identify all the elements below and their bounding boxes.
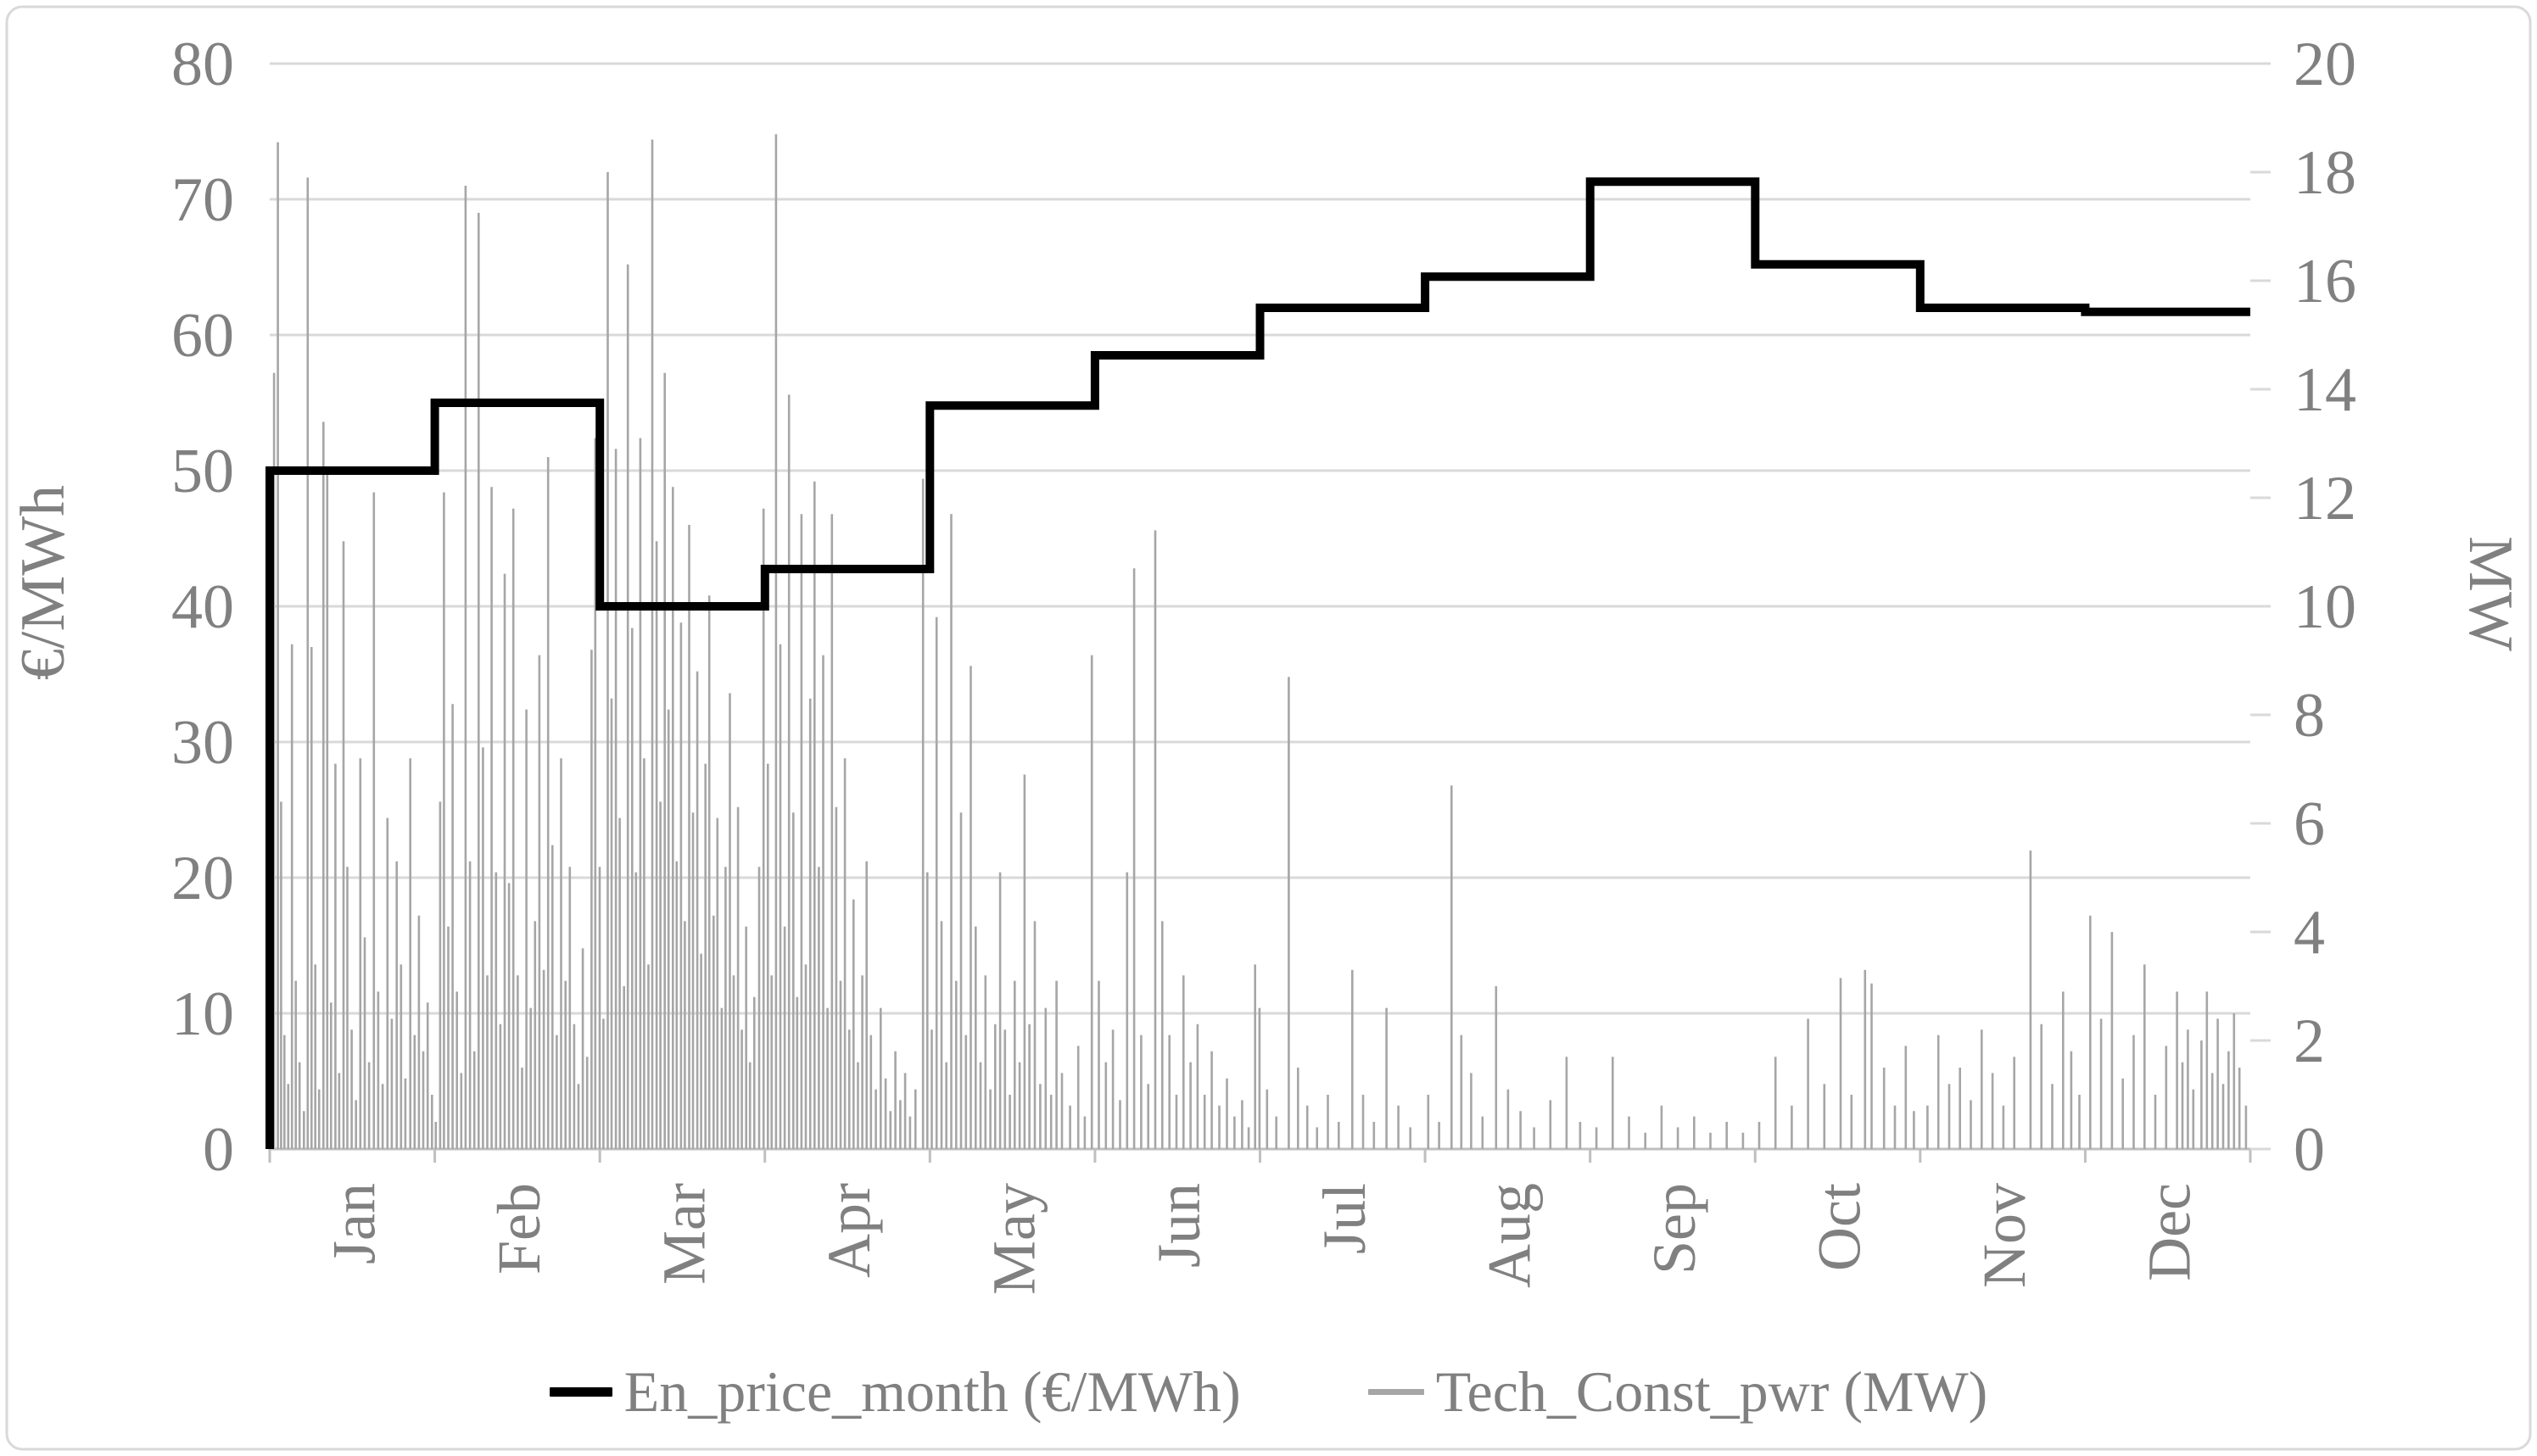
- svg-text:€/MWh: €/MWh: [8, 485, 78, 680]
- tech-const-pwr-series: [270, 134, 2248, 1149]
- svg-text:Dec: Dec: [2136, 1183, 2204, 1281]
- svg-text:Mar: Mar: [650, 1183, 718, 1285]
- svg-text:Sep: Sep: [1640, 1183, 1708, 1275]
- svg-text:16: 16: [2294, 247, 2356, 316]
- svg-text:0: 0: [2294, 1115, 2325, 1185]
- svg-text:50: 50: [171, 437, 234, 506]
- svg-text:4: 4: [2294, 898, 2325, 968]
- svg-text:May: May: [981, 1183, 1048, 1295]
- axis-ticks: [268, 62, 2271, 1163]
- svg-text:Aug: Aug: [1475, 1183, 1543, 1288]
- svg-text:20: 20: [2294, 30, 2356, 99]
- en-price-month-step-line: [265, 177, 2250, 1149]
- svg-text:30: 30: [171, 708, 234, 778]
- legend-item-tech-const-pwr: Tech_Const_pwr (MW): [1367, 1359, 1988, 1424]
- svg-text:8: 8: [2294, 681, 2325, 750]
- svg-text:60: 60: [171, 301, 234, 371]
- legend-label-tech-const-pwr: Tech_Const_pwr (MW): [1435, 1359, 1988, 1424]
- gridlines: [270, 62, 2250, 1015]
- svg-text:Nov: Nov: [1970, 1183, 2038, 1288]
- legend-label-en-price-month: En_price_month (€/MWh): [623, 1359, 1241, 1424]
- legend-item-en-price-month: En_price_month (€/MWh): [549, 1359, 1241, 1424]
- svg-text:6: 6: [2294, 789, 2325, 859]
- svg-text:MW: MW: [2456, 536, 2525, 651]
- svg-text:Apr: Apr: [815, 1183, 883, 1278]
- svg-text:40: 40: [171, 572, 234, 642]
- svg-text:10: 10: [171, 979, 234, 1049]
- tech-const-line-swatch: [1367, 1388, 1424, 1395]
- svg-text:2: 2: [2294, 1007, 2325, 1076]
- left-axis-tick-labels: 80 70 60 50 40 30 20 10 0: [171, 30, 234, 1185]
- svg-text:Feb: Feb: [485, 1183, 553, 1275]
- chart-legend: En_price_month (€/MWh) Tech_Const_pwr (M…: [0, 1345, 2537, 1438]
- svg-text:20: 20: [171, 844, 234, 913]
- svg-text:14: 14: [2294, 355, 2356, 425]
- axis-titles: €/MWh MW: [8, 485, 2525, 680]
- svg-text:80: 80: [171, 30, 234, 99]
- svg-text:0: 0: [203, 1115, 234, 1185]
- svg-text:Jun: Jun: [1145, 1183, 1213, 1268]
- svg-text:12: 12: [2294, 464, 2356, 533]
- svg-text:10: 10: [2294, 572, 2356, 642]
- svg-text:Oct: Oct: [1806, 1183, 1874, 1271]
- svg-text:70: 70: [171, 165, 234, 235]
- svg-text:18: 18: [2294, 138, 2356, 208]
- chart-border: [5, 5, 2532, 1451]
- x-axis-month-labels: Jan Feb Mar Apr May Jun Jul Aug Sep Oct Nov Dec: [320, 1183, 2203, 1295]
- en-price-line-swatch: [549, 1386, 612, 1397]
- svg-text:Jan: Jan: [320, 1183, 388, 1264]
- svg-text:Jul: Jul: [1310, 1183, 1378, 1254]
